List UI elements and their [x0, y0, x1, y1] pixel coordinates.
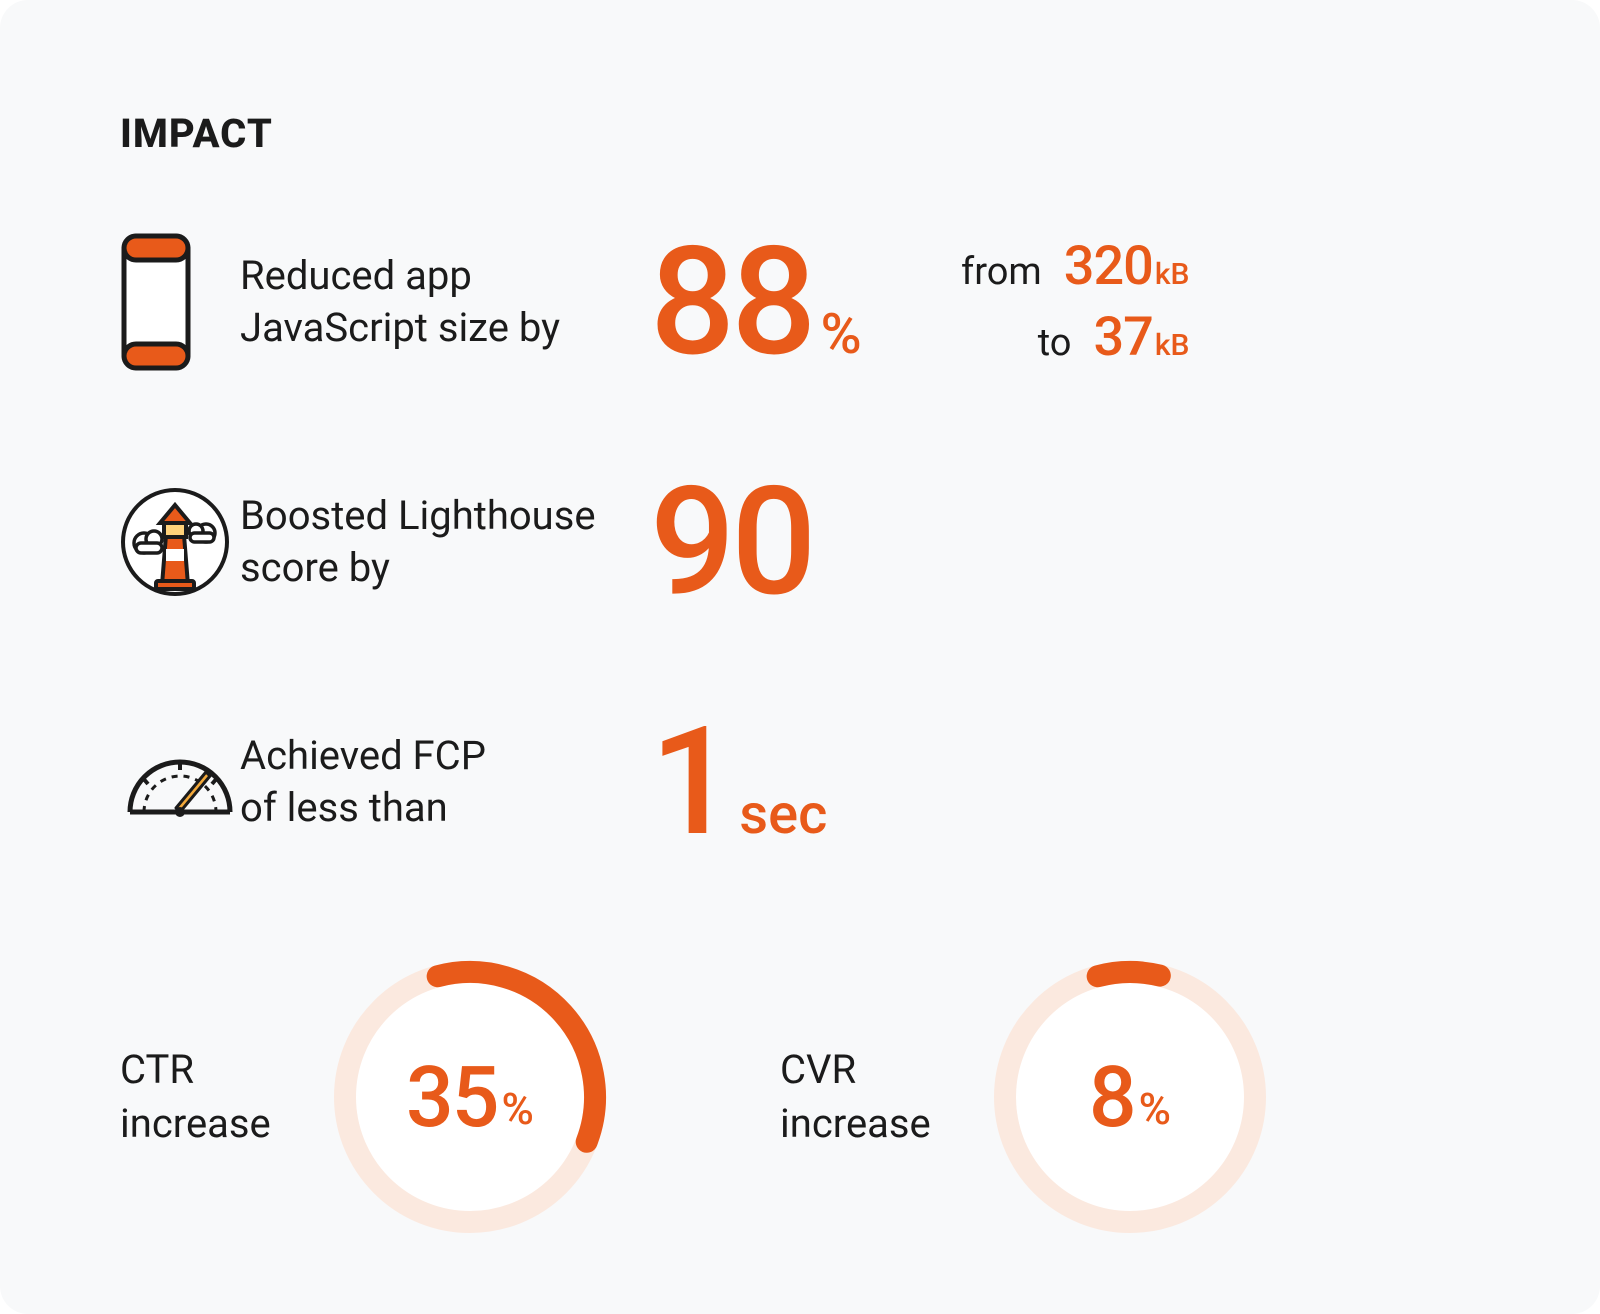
desc-line: JavaScript size by: [240, 304, 560, 351]
impact-card: IMPACT Reduced app JavaScript size by 88…: [0, 0, 1600, 1314]
donut-chart-cvr: 8 %: [980, 947, 1280, 1247]
desc-line: Reduced app: [240, 252, 472, 299]
to-value: 37: [1093, 306, 1152, 369]
big-number: 88: [650, 227, 813, 377]
big-unit: sec: [739, 781, 827, 847]
metric-row-lighthouse: Boosted Lighthouse score by 90: [120, 467, 1480, 617]
from-to-block: from 320kB to 37kB: [952, 235, 1190, 369]
from-value: 320: [1064, 235, 1153, 298]
to-row: to 37kB: [952, 306, 1190, 369]
donut-value: 35: [406, 1048, 497, 1147]
donut-chart-ctr: 35 %: [320, 947, 620, 1247]
donut-label: CVR increase: [780, 1043, 980, 1151]
big-number: 90: [650, 467, 813, 617]
from-row: from 320kB: [952, 235, 1190, 298]
metric-big-value: 1 sec: [650, 707, 827, 857]
desc-line: Boosted Lighthouse: [240, 492, 596, 539]
donut-label-line: CTR: [120, 1046, 194, 1093]
lighthouse-icon: [120, 487, 240, 597]
donut-ctr-group: CTR increase 35 %: [120, 947, 620, 1247]
metric-big-value: 90: [650, 467, 821, 617]
metric-desc: Reduced app JavaScript size by: [240, 250, 620, 354]
desc-line: score by: [240, 544, 390, 591]
donut-label: CTR increase: [120, 1043, 320, 1151]
metric-desc: Achieved FCP of less than: [240, 730, 620, 834]
desc-line: Achieved FCP: [240, 732, 486, 779]
metric-big-value: 88 %: [650, 227, 862, 377]
big-unit: %: [821, 301, 862, 367]
gauge-icon: [120, 742, 240, 822]
donut-cvr-group: CVR increase 8 %: [670, 947, 1280, 1247]
donut-value: 8: [1089, 1048, 1135, 1147]
metric-row-fcp: Achieved FCP of less than 1 sec: [120, 707, 1480, 857]
from-unit: kB: [1155, 257, 1190, 292]
desc-line: of less than: [240, 784, 448, 831]
donut-row: CTR increase 35 % CVR increase 8 %: [120, 947, 1480, 1247]
to-label: to: [981, 321, 1071, 365]
donut-label-line: increase: [120, 1100, 271, 1147]
to-unit: kB: [1155, 328, 1190, 363]
metric-row-js-size: Reduced app JavaScript size by 88 % from…: [120, 227, 1480, 377]
impact-heading: IMPACT: [120, 110, 1480, 157]
percent-sign: %: [1139, 1083, 1171, 1135]
donut-label-line: CVR: [780, 1046, 856, 1093]
metric-desc: Boosted Lighthouse score by: [240, 490, 620, 594]
donut-label-line: increase: [780, 1100, 931, 1147]
phone-icon: [120, 232, 240, 372]
percent-sign: %: [502, 1083, 534, 1135]
big-number: 1: [650, 707, 731, 857]
from-label: from: [952, 250, 1042, 294]
